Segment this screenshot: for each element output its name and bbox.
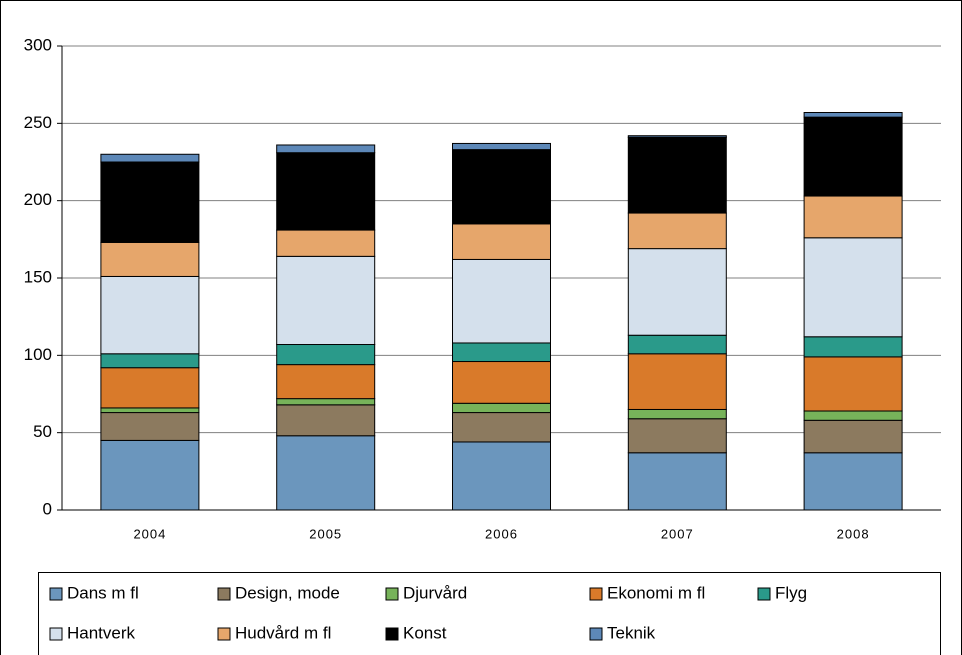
bar-segment <box>276 404 376 437</box>
legend-label: Djurvård <box>403 583 467 602</box>
bar-segment <box>452 342 551 363</box>
legend-swatch <box>757 587 771 601</box>
bar-segment <box>452 441 551 511</box>
legend-swatch <box>49 627 63 641</box>
bar-segment <box>276 398 376 406</box>
bar-segment <box>452 402 551 414</box>
bar-segment <box>803 112 903 118</box>
bar-segment <box>100 367 200 409</box>
bar-segment <box>100 353 200 369</box>
legend-box <box>38 572 941 655</box>
bar-segment <box>452 223 551 260</box>
bar-segment <box>452 258 551 344</box>
x-tick-label: 2006 <box>485 526 518 541</box>
bar-segment <box>100 412 200 441</box>
bar-segment <box>452 412 551 443</box>
bar-segment <box>627 212 727 250</box>
legend-swatch <box>589 627 603 641</box>
bar-segment <box>803 452 903 511</box>
legend-label: Ekonomi m fl <box>607 583 705 602</box>
legend-label: Design, mode <box>235 583 340 602</box>
bar-segment <box>276 144 376 154</box>
legend-swatch <box>385 627 399 641</box>
bar-segment <box>627 353 727 410</box>
bar-segment <box>627 408 727 420</box>
y-tick-label: 300 <box>24 35 52 54</box>
bar-segment <box>627 248 727 336</box>
bar-segment <box>803 195 903 239</box>
bar-segment <box>627 418 727 454</box>
bar-segment <box>627 136 727 214</box>
y-tick-label: 150 <box>24 267 52 286</box>
legend-swatch <box>589 587 603 601</box>
y-tick-label: 250 <box>24 113 52 132</box>
bar-segment <box>100 407 200 414</box>
x-tick-label: 2005 <box>309 526 342 541</box>
legend-label: Hantverk <box>67 623 136 642</box>
bar-segment <box>803 237 903 338</box>
legend-swatch <box>217 587 231 601</box>
bar-segment <box>627 452 727 511</box>
legend-label: Konst <box>403 623 447 642</box>
bar-segment <box>803 356 903 412</box>
bar-segment <box>276 364 376 400</box>
bar-segment <box>803 419 903 454</box>
bar-segment <box>452 142 551 151</box>
bar-segment <box>276 255 376 346</box>
legend-label: Flyg <box>775 583 807 602</box>
legend-label: Teknik <box>607 623 656 642</box>
bar-segment <box>100 275 200 355</box>
legend-label: Dans m fl <box>67 583 139 602</box>
bar-segment <box>803 116 903 197</box>
x-tick-label: 2004 <box>133 526 166 541</box>
bar-segment <box>627 135 727 138</box>
y-tick-label: 0 <box>43 499 52 518</box>
bar-segment <box>803 336 903 358</box>
bar-segment <box>627 334 727 355</box>
y-tick-label: 50 <box>33 422 52 441</box>
x-tick-label: 2007 <box>661 526 694 541</box>
y-tick-label: 100 <box>24 345 52 364</box>
bar-segment <box>452 361 551 404</box>
bar-segment <box>276 344 376 366</box>
legend-label: Hudvård m fl <box>235 623 331 642</box>
bar-segment <box>100 439 200 511</box>
bar-segment <box>100 161 200 243</box>
legend-swatch <box>217 627 231 641</box>
bar-segment <box>276 435 376 511</box>
bar-segment <box>276 152 376 231</box>
bar-segment <box>276 229 376 257</box>
y-tick-label: 200 <box>24 190 52 209</box>
legend-swatch <box>49 587 63 601</box>
bar-segment <box>803 410 903 421</box>
x-tick-label: 2008 <box>837 526 870 541</box>
legend-swatch <box>385 587 399 601</box>
bar-segment <box>100 153 200 163</box>
bar-segment <box>100 241 200 277</box>
bar-segment <box>452 149 551 225</box>
